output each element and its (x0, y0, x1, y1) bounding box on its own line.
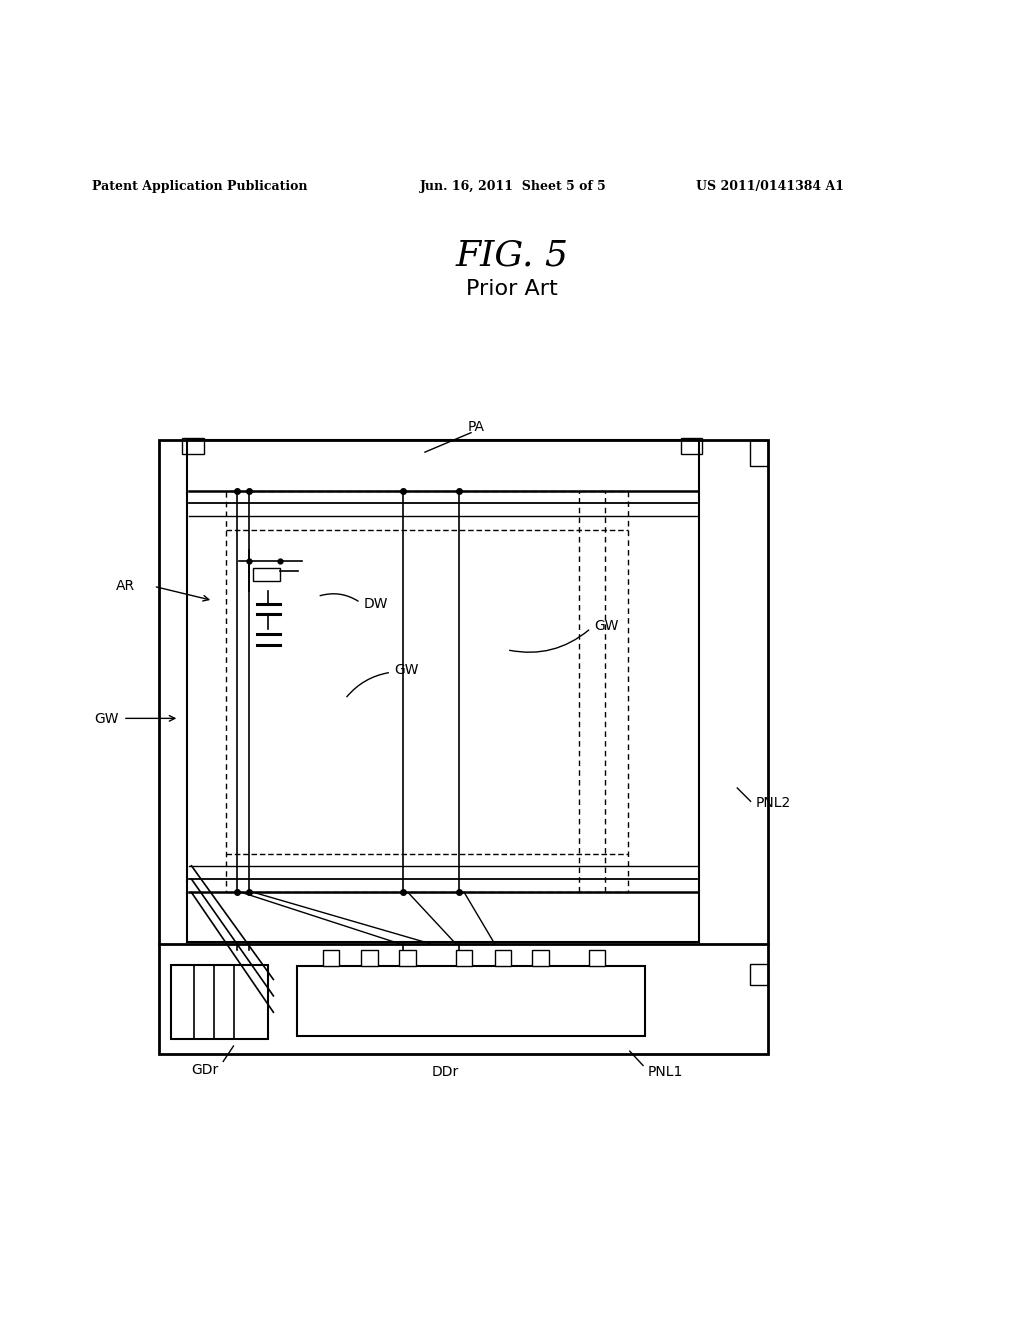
Bar (297, 966, 645, 1036)
Bar (589, 950, 605, 966)
Bar (171, 965, 268, 1039)
Text: DDr: DDr (432, 1065, 459, 1078)
Bar (681, 438, 702, 454)
Bar (750, 965, 768, 985)
Text: Jun. 16, 2011  Sheet 5 of 5: Jun. 16, 2011 Sheet 5 of 5 (420, 181, 606, 194)
Bar (399, 950, 416, 966)
Text: PNL1: PNL1 (647, 1065, 683, 1078)
Bar (750, 440, 768, 466)
Bar (187, 440, 699, 941)
Text: Patent Application Publication: Patent Application Publication (92, 181, 307, 194)
Text: GW: GW (594, 619, 618, 634)
Text: US 2011/0141384 A1: US 2011/0141384 A1 (696, 181, 845, 194)
Text: PA: PA (468, 420, 484, 433)
Bar (495, 950, 511, 966)
Text: Prior Art: Prior Art (466, 280, 558, 300)
Text: AR: AR (116, 579, 135, 593)
Bar (361, 950, 378, 966)
Bar (182, 438, 204, 454)
Text: DW: DW (364, 597, 388, 611)
Bar (159, 440, 768, 1055)
Text: GW: GW (394, 663, 419, 677)
Bar (253, 568, 280, 581)
Bar (532, 950, 549, 966)
Text: PNL2: PNL2 (756, 796, 791, 810)
Bar (456, 950, 472, 966)
Bar (323, 950, 339, 966)
Text: FIG. 5: FIG. 5 (456, 239, 568, 272)
Text: GDr: GDr (191, 1063, 218, 1077)
Text: GW: GW (94, 713, 119, 726)
